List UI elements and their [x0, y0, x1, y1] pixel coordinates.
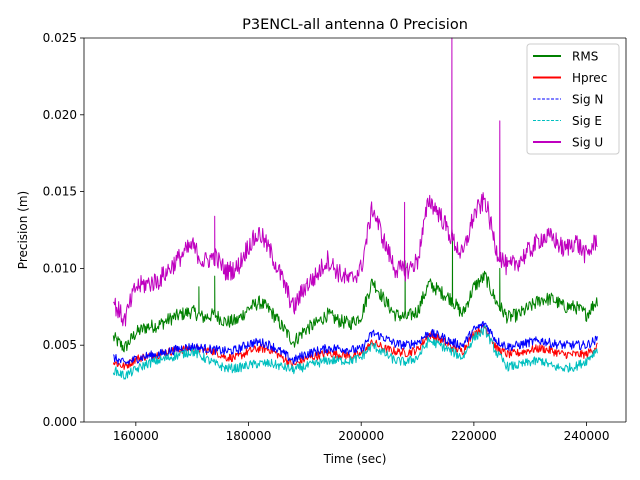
- series-line-sig-n: [112, 320, 598, 365]
- y-axis-ticks: 0.000 0.005 0.010 0.015 0.020 0.025: [43, 31, 84, 429]
- legend-label-hprec: Hprec: [572, 71, 607, 85]
- y-tick-label: 0.000: [43, 415, 77, 429]
- y-axis-label: Precision (m): [16, 191, 30, 269]
- series-layer: [112, 37, 598, 380]
- x-axis-label: Time (sec): [323, 452, 387, 466]
- series-line-rms: [112, 232, 598, 353]
- x-tick-label: 220000: [451, 429, 497, 443]
- y-tick-label: 0.005: [43, 338, 77, 352]
- y-tick-label: 0.020: [43, 108, 77, 122]
- y-tick-label: 0.015: [43, 185, 77, 199]
- legend-box: [526, 43, 620, 155]
- chart-title: P3ENCL-all antenna 0 Precision: [242, 17, 468, 33]
- legend-label-sig-e: Sig E: [572, 114, 602, 128]
- legend: RMS Hprec Sig N Sig E Sig U: [526, 43, 620, 155]
- x-tick-label: 240000: [564, 429, 610, 443]
- legend-label-rms: RMS: [572, 50, 598, 64]
- x-axis-ticks: 160000 180000 200000 220000 240000: [113, 422, 610, 443]
- legend-label-sig-n: Sig N: [572, 93, 603, 107]
- legend-label-sig-u: Sig U: [572, 136, 603, 150]
- series-line-sig-u: [112, 37, 598, 327]
- x-tick-label: 200000: [338, 429, 384, 443]
- x-tick-label: 160000: [113, 429, 159, 443]
- y-tick-label: 0.010: [43, 261, 77, 275]
- x-tick-label: 180000: [226, 429, 272, 443]
- axes-frame: [83, 37, 627, 423]
- y-tick-label: 0.025: [43, 31, 77, 45]
- series-line-sig-e: [112, 325, 598, 380]
